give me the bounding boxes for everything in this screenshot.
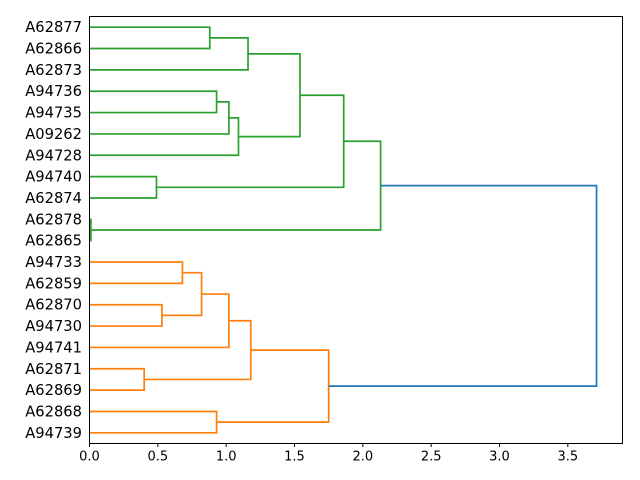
- leaf-label: A62866: [25, 41, 82, 58]
- dendrogram-link-g8: [156, 94, 345, 189]
- leaf-label: A62871: [25, 361, 82, 378]
- leaf-label: A94730: [25, 318, 82, 335]
- leaf-label: A62873: [25, 62, 82, 79]
- dendrogram-link-o5: [89, 367, 146, 391]
- leaf-label: A62859: [25, 275, 82, 292]
- dendrogram-link-g5: [89, 117, 240, 157]
- x-tick-label: 0.5: [147, 450, 168, 465]
- leaf-label: A09262: [25, 126, 82, 143]
- dendrogram-link-o2: [89, 303, 163, 327]
- leaf-label: A62869: [25, 382, 82, 399]
- leaf-label: A62868: [25, 403, 82, 420]
- x-axis-ticks: 0.0 0.5 1.0 1.5 2.0 2.5 3.0 3.5: [79, 443, 578, 465]
- leaf-label: A94735: [25, 105, 82, 122]
- leaf-label: A94740: [25, 169, 82, 186]
- dendrogram-link-g1: [89, 26, 211, 50]
- leaf-label: A94739: [25, 425, 82, 442]
- dendrogram-link-root: [328, 184, 598, 387]
- dendrogram-link-g3: [89, 90, 218, 114]
- dendrogram-link-o4: [89, 293, 230, 349]
- x-tick-label: 1.0: [216, 450, 237, 465]
- leaf-label: A62865: [25, 233, 82, 250]
- leaf-labels: A62877 A62866 A62873 A94736 A94735 A09262 A947…: [25, 19, 82, 442]
- x-tick-label: 3.5: [557, 450, 578, 465]
- x-tick-label: 3.0: [489, 450, 510, 465]
- leaf-label: A62874: [25, 190, 82, 207]
- dendrogram-link-o6: [144, 319, 252, 381]
- dendrogram-link-o1: [89, 261, 184, 285]
- leaf-label: A94733: [25, 254, 82, 271]
- dendrogram-link-o7: [89, 410, 218, 434]
- leaf-label: A62878: [25, 211, 82, 228]
- axes-frame: [89, 16, 623, 444]
- dendrogram-link-g7: [89, 175, 158, 199]
- leaf-label: A94741: [25, 339, 82, 356]
- leaf-label: A62877: [25, 19, 82, 36]
- x-tick-label: 2.5: [421, 450, 442, 465]
- leaf-label: A94736: [25, 83, 82, 100]
- x-tick-label: 2.0: [352, 450, 373, 465]
- x-tick-label: 0.0: [79, 450, 100, 465]
- x-tick-label: 1.5: [284, 450, 305, 465]
- dendrogram-links-layer: [89, 26, 598, 434]
- dendrogram-link-g2: [89, 37, 249, 71]
- dendrogram-link-g4: [89, 101, 230, 135]
- leaf-label: A94728: [25, 147, 82, 164]
- dendrogram-link-o8: [216, 349, 330, 423]
- leaf-label: A62870: [25, 297, 82, 314]
